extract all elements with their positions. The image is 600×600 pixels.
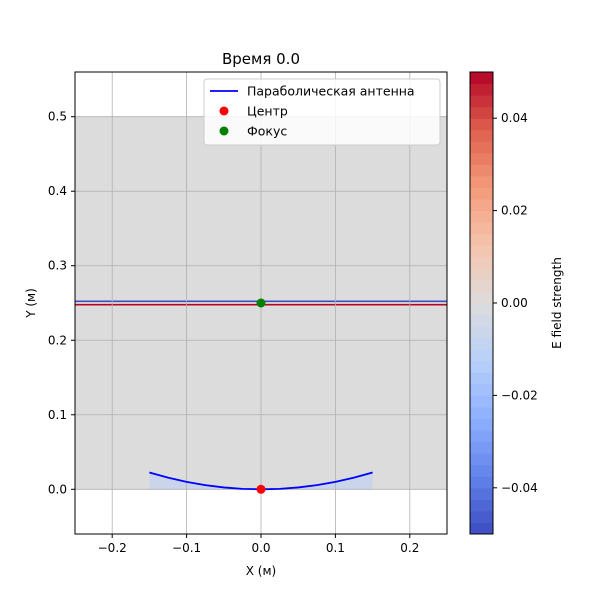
colorbar-segment	[470, 349, 493, 362]
colorbar-segment	[470, 337, 493, 350]
legend-label: Центр	[247, 104, 288, 119]
colorbar-tick-label: 0.00	[501, 296, 528, 310]
colorbar-segment	[470, 383, 493, 396]
colorbar-segment	[470, 441, 493, 454]
y-tick-label: 0.0	[48, 482, 67, 496]
legend-box	[203, 78, 441, 146]
colorbar-segment	[470, 453, 493, 466]
colorbar-segment	[470, 303, 493, 316]
colorbar-tick-label: −0.04	[501, 481, 538, 495]
x-tick-label: −0.2	[98, 541, 127, 555]
colorbar-segment	[470, 199, 493, 212]
x-tick-label: −0.1	[172, 541, 201, 555]
colorbar-segment	[470, 291, 493, 304]
colorbar-segment	[470, 464, 493, 477]
chart-title: Время 0.0	[222, 50, 300, 68]
colorbar-segment	[470, 72, 493, 85]
colorbar-segment	[470, 152, 493, 165]
colorbar-segment	[470, 164, 493, 177]
series-point-center	[256, 484, 266, 494]
legend: Параболическая антенна Центр Фокус	[203, 78, 441, 146]
colorbar-segment	[470, 245, 493, 258]
legend-label: Параболическая антенна	[247, 84, 415, 99]
x-tick-label: 0.1	[326, 541, 345, 555]
y-tick-label: 0.5	[48, 110, 67, 124]
colorbar-segment	[470, 499, 493, 512]
colorbar-segment	[470, 175, 493, 188]
y-tick-label: 0.4	[48, 184, 67, 198]
colorbar-segment	[470, 83, 493, 96]
colorbar-segment	[470, 510, 493, 523]
colorbar-segment	[470, 187, 493, 200]
colorbar-segment	[470, 418, 493, 431]
colorbar-segment	[470, 256, 493, 269]
colorbar-segment	[470, 360, 493, 373]
legend-swatch	[219, 126, 229, 136]
x-axis-label: X (м)	[246, 564, 276, 578]
colorbar-segment	[470, 395, 493, 408]
colorbar-tick-label: 0.02	[501, 204, 528, 218]
y-tick-label: 0.3	[48, 259, 67, 273]
colorbar-segment	[470, 522, 493, 535]
colorbar-segment	[470, 118, 493, 131]
dish-fill	[149, 472, 373, 490]
colorbar-segment	[470, 106, 493, 119]
colorbar-segment	[470, 430, 493, 443]
colorbar-segment	[470, 222, 493, 235]
y-axis-label: Y (м)	[24, 288, 38, 319]
colorbar: −0.04 −0.02 0.00 0.02 0.04	[469, 71, 538, 535]
colorbar-segment	[470, 314, 493, 327]
colorbar-segment	[470, 279, 493, 292]
x-tick-label: 0.2	[400, 541, 419, 555]
colorbar-segment	[470, 326, 493, 339]
legend-label: Фокус	[247, 124, 287, 139]
colorbar-segment	[470, 476, 493, 489]
colorbar-segment	[470, 95, 493, 108]
x-tick-label: 0.0	[251, 541, 270, 555]
legend-swatch	[219, 106, 229, 116]
y-tick-label: 0.1	[48, 408, 67, 422]
colorbar-segment	[470, 406, 493, 419]
colorbar-segment	[470, 141, 493, 154]
colorbar-tick-label: 0.04	[501, 111, 528, 125]
colorbar-segment	[470, 372, 493, 385]
series-point-focus	[256, 298, 266, 308]
plot-area: −0.2 −0.1 0.0 0.1 0.2 0.0 0.1 0.2 0.3 0.4 0.5	[48, 71, 448, 555]
y-tick-label: 0.2	[48, 333, 67, 347]
grid	[75, 72, 447, 534]
colorbar-tick-label: −0.02	[501, 388, 538, 402]
colorbar-segment	[470, 129, 493, 142]
colorbar-segment	[470, 233, 493, 246]
colorbar-label: E field strength	[550, 257, 564, 349]
colorbar-segment	[470, 210, 493, 223]
colorbar-segment	[470, 487, 493, 500]
colorbar-segment	[470, 268, 493, 281]
